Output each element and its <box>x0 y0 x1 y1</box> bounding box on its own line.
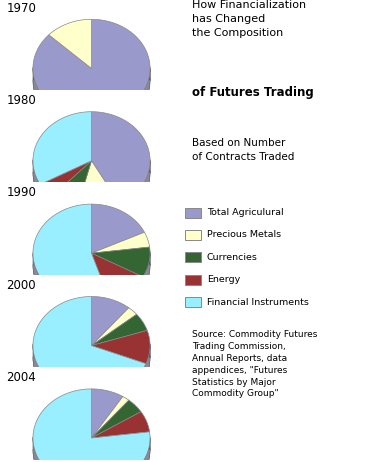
Polygon shape <box>92 330 150 364</box>
Polygon shape <box>33 297 146 395</box>
Text: Based on Number
of Contracts Traded: Based on Number of Contracts Traded <box>192 138 295 162</box>
Polygon shape <box>33 112 92 184</box>
Polygon shape <box>92 253 143 289</box>
Polygon shape <box>109 277 143 312</box>
Polygon shape <box>33 344 146 407</box>
Polygon shape <box>92 412 150 438</box>
Polygon shape <box>49 19 92 68</box>
Polygon shape <box>92 389 123 438</box>
Polygon shape <box>92 253 143 300</box>
Polygon shape <box>143 252 150 289</box>
Polygon shape <box>33 19 150 117</box>
Bar <box>185 297 201 307</box>
Polygon shape <box>77 161 120 210</box>
Text: Source: Commodity Futures
Trading Commission,
Annual Reports, data
appendices, ": Source: Commodity Futures Trading Commis… <box>192 330 318 398</box>
Polygon shape <box>51 161 92 209</box>
Polygon shape <box>40 184 51 209</box>
Text: Precious Metals: Precious Metals <box>207 231 281 239</box>
Bar <box>185 207 201 218</box>
Polygon shape <box>33 389 150 462</box>
Bar <box>185 275 201 285</box>
Polygon shape <box>92 396 129 438</box>
Polygon shape <box>33 254 109 315</box>
Polygon shape <box>92 253 109 312</box>
Polygon shape <box>146 344 150 376</box>
Polygon shape <box>92 161 120 216</box>
Polygon shape <box>40 161 92 197</box>
Polygon shape <box>92 112 150 204</box>
Text: Total Agriculural: Total Agriculural <box>207 208 283 217</box>
Text: 1980: 1980 <box>7 94 36 107</box>
Polygon shape <box>92 346 146 376</box>
Text: of Futures Trading: of Futures Trading <box>192 86 314 99</box>
Text: 1970: 1970 <box>7 1 37 15</box>
Text: Currencies: Currencies <box>207 253 258 262</box>
Polygon shape <box>77 161 92 220</box>
Polygon shape <box>77 204 120 222</box>
Polygon shape <box>120 160 150 216</box>
Polygon shape <box>33 67 150 130</box>
Polygon shape <box>40 161 92 196</box>
Polygon shape <box>40 161 92 197</box>
Polygon shape <box>77 161 92 220</box>
Polygon shape <box>33 252 150 315</box>
Polygon shape <box>92 204 145 253</box>
Polygon shape <box>51 161 92 208</box>
Polygon shape <box>92 247 150 277</box>
Text: Energy: Energy <box>207 275 240 284</box>
Polygon shape <box>92 346 146 376</box>
Polygon shape <box>33 204 109 302</box>
Polygon shape <box>92 161 120 216</box>
Bar <box>185 230 201 240</box>
Polygon shape <box>33 344 150 407</box>
Polygon shape <box>33 159 150 222</box>
Text: 2000: 2000 <box>7 279 36 292</box>
Polygon shape <box>33 68 150 130</box>
Polygon shape <box>92 232 150 253</box>
Bar <box>185 252 201 262</box>
Polygon shape <box>92 297 129 346</box>
Polygon shape <box>33 437 150 462</box>
Polygon shape <box>51 196 77 220</box>
Text: Financial Instruments: Financial Instruments <box>207 298 309 307</box>
Text: 1990: 1990 <box>7 186 37 200</box>
Polygon shape <box>92 308 137 346</box>
Polygon shape <box>33 159 40 197</box>
Polygon shape <box>92 314 147 346</box>
Polygon shape <box>92 253 109 312</box>
Polygon shape <box>51 161 92 209</box>
Polygon shape <box>33 438 150 462</box>
Polygon shape <box>92 253 143 289</box>
Polygon shape <box>92 400 141 438</box>
Text: 2004: 2004 <box>7 371 36 384</box>
Text: How Financialization
has Changed
the Composition: How Financialization has Changed the Com… <box>192 0 306 38</box>
